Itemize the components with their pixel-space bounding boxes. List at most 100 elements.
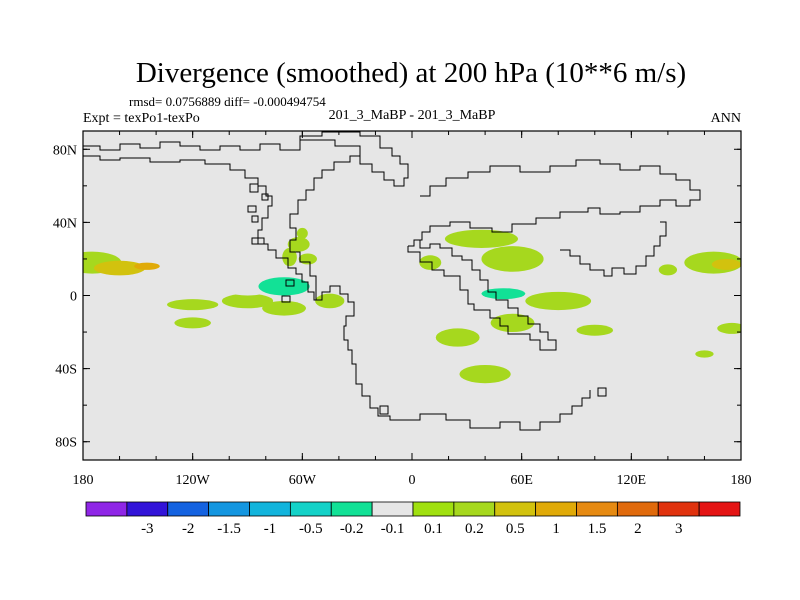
colorbar xyxy=(85,501,741,517)
contour-region xyxy=(658,264,678,276)
colorbar-label: -0.1 xyxy=(381,521,405,537)
contour-region xyxy=(174,317,211,329)
colorbar-swatch xyxy=(576,501,618,517)
y-tick-label: 40N xyxy=(53,216,77,231)
contour-region xyxy=(134,262,160,270)
contour-regions xyxy=(83,204,741,395)
contour-region xyxy=(481,288,526,300)
contour-region xyxy=(296,227,308,239)
y-axis-ticks: 80N 40N 0 40S 80S xyxy=(53,143,741,451)
contour-region xyxy=(667,282,741,301)
contour-region xyxy=(459,364,511,384)
colorbar-label: -0.5 xyxy=(299,521,323,537)
colorbar-swatch xyxy=(657,501,700,517)
colorbar-label: -2 xyxy=(182,521,195,537)
contour-region xyxy=(600,291,681,311)
y-tick-label: 80S xyxy=(55,436,77,451)
contour-region xyxy=(139,348,158,360)
coastlines xyxy=(83,131,701,431)
contour-region xyxy=(262,300,306,316)
colorbar-swatch xyxy=(616,501,659,517)
season-label: ANN xyxy=(711,111,741,126)
x-tick-label: 120W xyxy=(176,473,211,488)
chart-title: Divergence (smoothed) at 200 hPa (10**6 … xyxy=(136,57,686,89)
plot-area: 180 120W 60W 0 60E 120E 180 80N 40N 0 40S 80S xyxy=(53,130,752,488)
y-tick-label: 40S xyxy=(55,363,77,378)
contour-region xyxy=(315,293,345,309)
colorbar-swatch xyxy=(249,501,291,517)
contour-region xyxy=(598,386,610,395)
contour-region xyxy=(287,237,310,252)
contour-region xyxy=(167,299,219,311)
experiment-label: Expt = texPo1-texPo xyxy=(83,111,200,126)
colorbar-label: -1.5 xyxy=(217,521,241,537)
contour-region xyxy=(83,282,124,298)
x-axis-ticks: 180 120W 60W 0 60E 120E 180 xyxy=(73,131,752,488)
contour-region xyxy=(249,352,264,360)
colorbar-swatch xyxy=(289,501,332,517)
contour-region xyxy=(576,324,614,336)
y-tick-label: 0 xyxy=(70,290,77,305)
colorbar-swatch xyxy=(698,501,741,517)
colorbar-label: 0.2 xyxy=(465,521,484,537)
x-tick-label: 60W xyxy=(289,473,317,488)
contour-region xyxy=(298,253,317,265)
contour-region xyxy=(713,216,732,225)
colorbar-swatch xyxy=(330,501,373,517)
contour-region xyxy=(539,204,570,219)
contour-region xyxy=(419,255,442,270)
contour-region xyxy=(390,262,405,274)
contour-region xyxy=(221,293,274,309)
contour-region xyxy=(242,229,253,238)
contour-region xyxy=(481,246,544,272)
colorbar-swatch xyxy=(126,501,169,517)
colorbar-label: -0.2 xyxy=(340,521,364,537)
coastline-africa xyxy=(407,239,557,351)
contour-region xyxy=(717,322,741,334)
colorbar-label: 0.1 xyxy=(424,521,443,537)
contour-region xyxy=(435,328,480,347)
contour-region xyxy=(525,291,592,311)
colorbar-label: 0.5 xyxy=(506,521,525,537)
coastline-europe-asia xyxy=(408,159,701,247)
colorbar-swatch xyxy=(494,501,537,517)
y-tick-label: 80N xyxy=(53,143,77,158)
contour-region xyxy=(479,205,509,221)
coastline-north-america xyxy=(83,139,361,301)
contour-region xyxy=(711,258,741,270)
colorbar-swatch xyxy=(208,501,250,517)
colorbar-labels: -3 -2 -1.5 -1 -0.5 -0.2 -0.1 0.1 0.2 0.5 1 1.5 2 3 xyxy=(141,521,682,537)
x-tick-label: 60E xyxy=(510,473,533,488)
contour-region xyxy=(327,204,358,223)
contour-region xyxy=(490,313,535,333)
colorbar-swatch xyxy=(85,501,128,517)
contour-region xyxy=(318,273,378,292)
x-tick-label: 180 xyxy=(73,473,94,488)
contour-region xyxy=(258,277,310,296)
x-tick-label: 0 xyxy=(409,473,416,488)
contour-region xyxy=(444,229,519,248)
colorbar-label: -1 xyxy=(264,521,277,537)
colorbar-label: 1 xyxy=(552,521,560,537)
contour-region xyxy=(86,348,109,360)
x-tick-label: 120E xyxy=(617,473,647,488)
contour-region xyxy=(346,381,358,389)
contour-region xyxy=(93,260,146,276)
colorbar-swatch xyxy=(535,501,577,517)
colorbar-swatch xyxy=(412,501,455,517)
stats-label: rmsd= 0.0756889 diff= -0.000494754 xyxy=(129,94,326,109)
x-tick-label: 180 xyxy=(731,473,752,488)
contour-region xyxy=(634,361,646,369)
colorbar-label: 2 xyxy=(634,521,642,537)
contour-region xyxy=(130,284,219,303)
contour-region xyxy=(730,233,741,241)
colorbar-label: 3 xyxy=(675,521,683,537)
case-label: 201_3_MaBP - 201_3_MaBP xyxy=(329,108,496,123)
coastline-greenland xyxy=(299,131,409,187)
colorbar-swatch xyxy=(371,501,414,517)
coastline-islands xyxy=(247,183,607,415)
colorbar-swatch xyxy=(453,501,496,517)
contour-region xyxy=(695,350,714,358)
contour-region xyxy=(282,247,297,267)
